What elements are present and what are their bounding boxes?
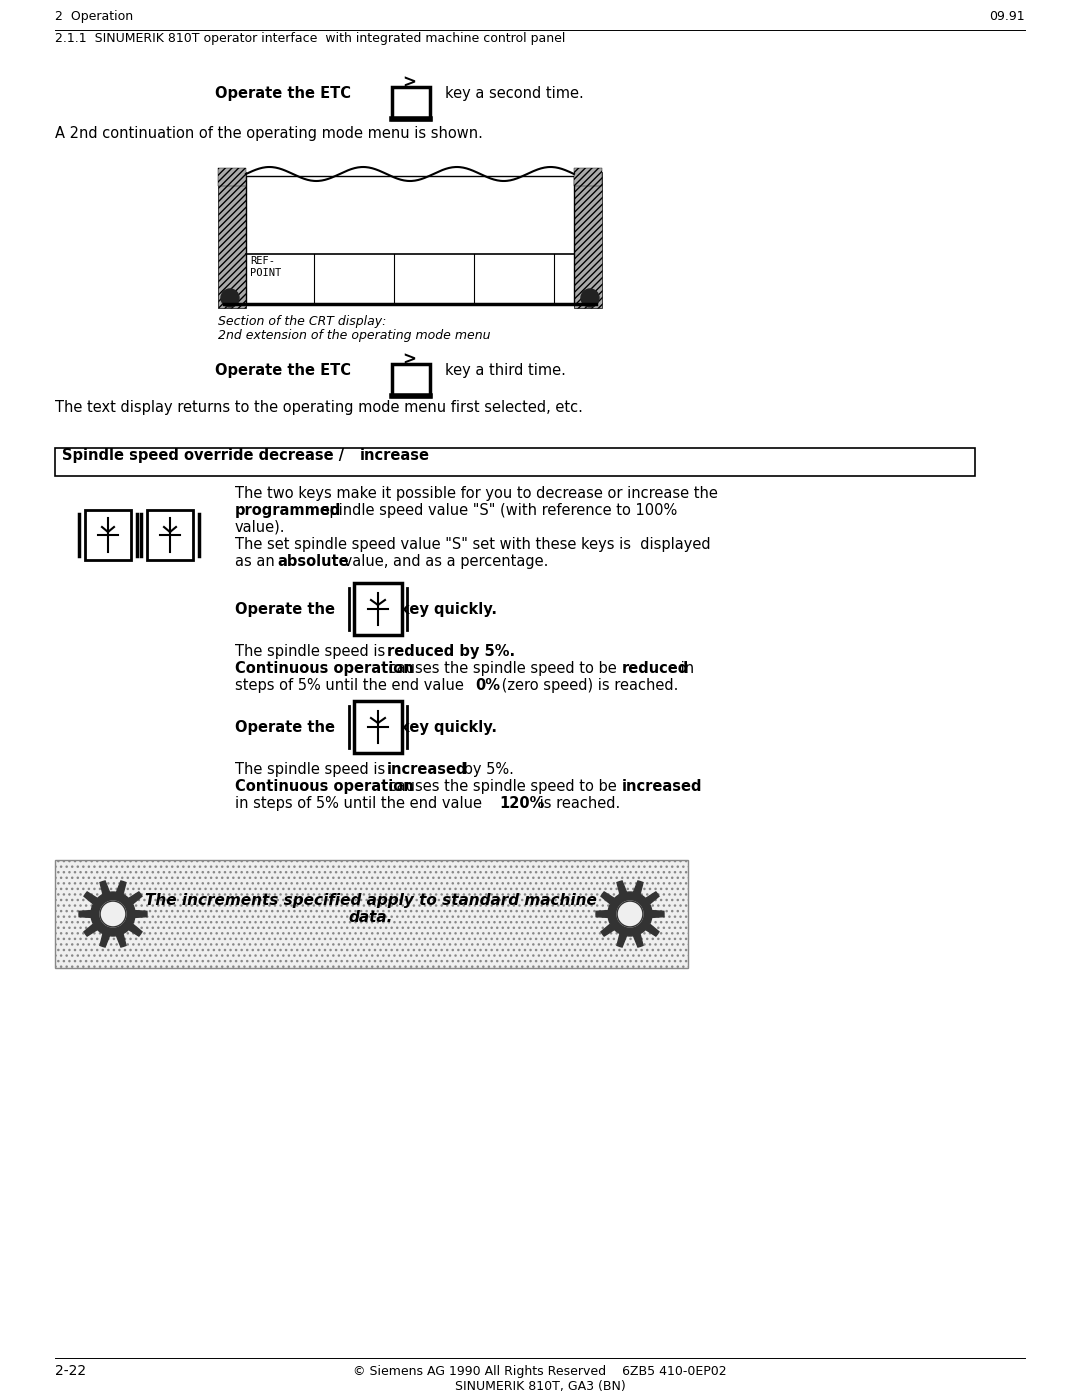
Text: 2-22: 2-22 — [55, 1363, 86, 1377]
Text: is reached.: is reached. — [535, 796, 620, 812]
Text: 2nd extension of the operating mode menu: 2nd extension of the operating mode menu — [218, 330, 490, 342]
Bar — [55, 448, 975, 476]
Bar — [218, 168, 246, 186]
Bar — [573, 172, 602, 307]
Text: steps of 5% until the end value: steps of 5% until the end value — [235, 678, 469, 693]
Text: value).: value). — [235, 520, 285, 535]
Text: 2  Operation: 2 Operation — [55, 10, 133, 22]
Text: Continuous operation: Continuous operation — [235, 661, 414, 676]
Text: >: > — [402, 74, 416, 92]
Bar — [218, 172, 246, 307]
Text: spindle speed value "S" (with reference to 100%: spindle speed value "S" (with reference … — [318, 503, 677, 518]
Polygon shape — [79, 882, 147, 947]
Text: increased: increased — [387, 761, 468, 777]
Text: Operate the: Operate the — [235, 719, 335, 735]
Text: key quickly.: key quickly. — [400, 602, 497, 617]
Text: The text display returns to the operating mode menu first selected, etc.: The text display returns to the operatin… — [55, 400, 583, 415]
Text: The spindle speed is: The spindle speed is — [235, 761, 390, 777]
Text: 09.91: 09.91 — [989, 10, 1025, 22]
Text: as an: as an — [235, 555, 280, 569]
Bar — [354, 583, 402, 636]
Text: 120%: 120% — [499, 796, 544, 812]
Text: value, and as a percentage.: value, and as a percentage. — [339, 555, 549, 569]
Text: key a third time.: key a third time. — [445, 363, 566, 379]
Text: Operate the ETC: Operate the ETC — [215, 363, 351, 379]
Text: reduced by 5%.: reduced by 5%. — [387, 644, 515, 659]
Text: absolute: absolute — [276, 555, 349, 569]
Text: Operate the: Operate the — [235, 602, 335, 617]
Bar — [147, 510, 193, 560]
Bar — [246, 176, 573, 305]
Text: © Siemens AG 1990 All Rights Reserved    6ZB5 410-0EP02: © Siemens AG 1990 All Rights Reserved 6Z… — [353, 1365, 727, 1377]
Text: increased: increased — [622, 780, 702, 793]
Bar — [392, 365, 430, 395]
Text: REF-: REF- — [249, 256, 275, 265]
Text: increase: increase — [360, 448, 430, 462]
Text: POINT: POINT — [249, 268, 281, 278]
Text: programmed: programmed — [235, 503, 341, 518]
Circle shape — [617, 901, 643, 928]
Text: 2.1.1  SINUMERIK 810T operator interface  with integrated machine control panel: 2.1.1 SINUMERIK 810T operator interface … — [55, 32, 565, 45]
Text: The spindle speed is: The spindle speed is — [235, 644, 390, 659]
Text: SINUMERIK 810T, GA3 (BN): SINUMERIK 810T, GA3 (BN) — [455, 1380, 625, 1393]
Circle shape — [221, 289, 239, 307]
Polygon shape — [596, 882, 664, 947]
Text: causes the spindle speed to be: causes the spindle speed to be — [384, 661, 621, 676]
Text: key quickly.: key quickly. — [400, 719, 497, 735]
Text: The set spindle speed value "S" set with these keys is  displayed: The set spindle speed value "S" set with… — [235, 536, 711, 552]
Text: (zero speed) is reached.: (zero speed) is reached. — [497, 678, 678, 693]
Text: Operate the ETC: Operate the ETC — [215, 87, 351, 101]
Text: >: > — [402, 351, 416, 369]
Bar — [85, 510, 131, 560]
Text: A 2nd continuation of the operating mode menu is shown.: A 2nd continuation of the operating mode… — [55, 126, 483, 141]
Text: key a second time.: key a second time. — [445, 87, 584, 101]
Bar — [55, 861, 688, 968]
Text: in: in — [676, 661, 694, 676]
Text: Spindle speed override decrease /: Spindle speed override decrease / — [62, 448, 349, 462]
Text: causes the spindle speed to be: causes the spindle speed to be — [384, 780, 621, 793]
Text: Section of the CRT display:: Section of the CRT display: — [218, 314, 387, 328]
Bar — [392, 87, 430, 119]
Circle shape — [581, 289, 599, 307]
Text: in steps of 5% until the end value: in steps of 5% until the end value — [235, 796, 487, 812]
Bar — [573, 168, 602, 186]
Text: The two keys make it possible for you to decrease or increase the: The two keys make it possible for you to… — [235, 486, 718, 502]
Text: by 5%.: by 5%. — [459, 761, 514, 777]
Text: reduced: reduced — [622, 661, 689, 676]
Text: Continuous operation: Continuous operation — [235, 780, 414, 793]
Bar — [354, 701, 402, 753]
Text: The increments specified apply to standard machine
data.: The increments specified apply to standa… — [145, 893, 597, 925]
Circle shape — [100, 901, 126, 928]
Text: 0%: 0% — [475, 678, 500, 693]
